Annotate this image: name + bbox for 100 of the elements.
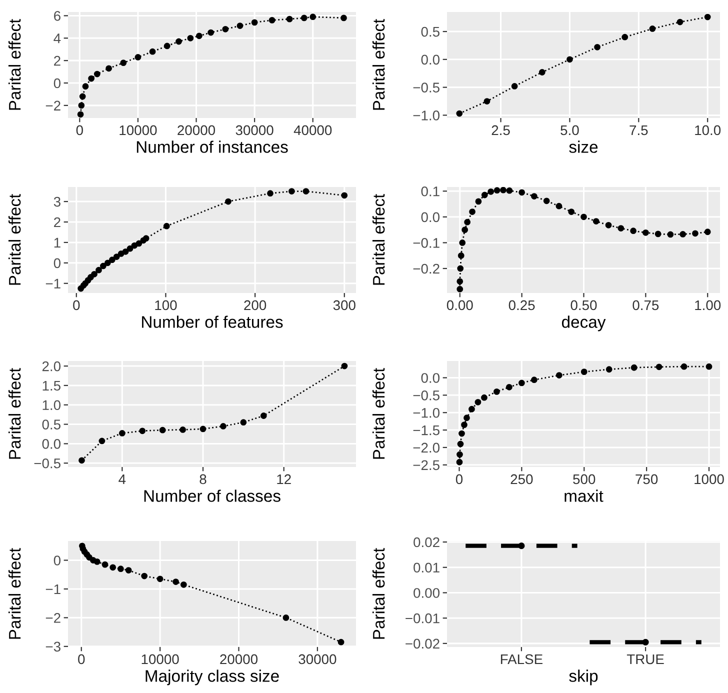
- x-tick-label: 30000: [236, 125, 274, 136]
- y-tick-label: −1.5: [413, 426, 440, 436]
- point: [180, 426, 186, 433]
- y-tick-label: −3: [46, 642, 60, 652]
- point: [222, 26, 229, 32]
- point: [704, 228, 711, 236]
- y-axis-title: Parital effect: [8, 194, 21, 285]
- point: [500, 187, 506, 194]
- y-tick-label: −0.02: [406, 638, 440, 649]
- y-tick-label: 0.1: [421, 186, 440, 196]
- x-tick-label: 300: [333, 300, 356, 310]
- point: [469, 208, 476, 215]
- point: [260, 412, 267, 419]
- y-tick-label: −2: [46, 100, 60, 110]
- x-tick-label: 0.75: [632, 300, 659, 310]
- point: [494, 388, 500, 395]
- point: [251, 19, 258, 26]
- y-tick-label: 2: [54, 56, 60, 66]
- x-tick-label: 250: [510, 474, 533, 484]
- point: [156, 576, 164, 582]
- x-tick-label: 20000: [220, 654, 258, 664]
- x-tick-label: 0.00: [446, 300, 473, 310]
- point: [172, 578, 179, 585]
- point: [580, 368, 588, 376]
- y-tick-label: 1: [54, 238, 60, 248]
- y-axis-title: Parital effect: [8, 548, 21, 639]
- point: [176, 38, 182, 45]
- point: [488, 188, 494, 195]
- y-tick-label: 6: [54, 11, 60, 21]
- point: [464, 414, 470, 422]
- x-tick-label: 8: [200, 474, 206, 484]
- point: [506, 384, 512, 390]
- point: [618, 225, 624, 232]
- y-tick-label: 0.0: [42, 439, 61, 449]
- point: [187, 34, 194, 42]
- point: [680, 231, 686, 238]
- x-tick-label: 500: [573, 474, 596, 484]
- point: [556, 202, 562, 210]
- point: [136, 240, 142, 247]
- x-tick-label: FALSE: [500, 654, 542, 664]
- point: [77, 111, 84, 118]
- x-tick-label: 2.5: [492, 125, 510, 136]
- point: [118, 566, 124, 572]
- point: [566, 56, 573, 63]
- y-tick-label: 0.0: [421, 54, 440, 65]
- point: [282, 614, 290, 621]
- point: [494, 187, 500, 194]
- point: [474, 398, 482, 406]
- point: [630, 228, 636, 234]
- point: [196, 32, 202, 40]
- y-tick-label: −1: [46, 278, 60, 288]
- point: [300, 14, 308, 22]
- y-tick-label: 0.0: [421, 212, 440, 222]
- point: [78, 457, 85, 464]
- point: [126, 245, 134, 252]
- point: [341, 192, 348, 199]
- point: [506, 187, 513, 194]
- y-tick-label: 0: [54, 258, 61, 268]
- point: [457, 265, 464, 272]
- point: [461, 422, 468, 428]
- point: [530, 376, 538, 384]
- point: [556, 372, 562, 378]
- x-tick-label: 5.0: [560, 125, 579, 136]
- x-tick-label: 1.00: [695, 300, 721, 310]
- point: [100, 262, 106, 270]
- point: [340, 14, 347, 22]
- x-tick-label: 30000: [298, 654, 336, 664]
- point: [481, 394, 488, 401]
- point: [134, 54, 142, 60]
- y-axis-title: Parital effect: [372, 194, 385, 285]
- x-tick-label: 10000: [142, 654, 179, 664]
- y-tick-label: 1.5: [42, 380, 60, 391]
- point: [462, 226, 468, 234]
- point: [108, 256, 116, 264]
- x-tick-label: 40000: [294, 125, 332, 136]
- point: [164, 42, 170, 50]
- point: [630, 364, 638, 371]
- point: [208, 29, 214, 36]
- point: [667, 231, 674, 238]
- point: [94, 70, 100, 78]
- point: [91, 270, 98, 278]
- point: [456, 110, 463, 117]
- point: [568, 208, 575, 215]
- x-axis-title: Number of features: [142, 316, 283, 328]
- x-tick-label: 0: [76, 125, 83, 136]
- point: [125, 567, 132, 574]
- y-tick-label: 0.02: [414, 537, 440, 548]
- point: [341, 362, 348, 370]
- point: [654, 230, 662, 238]
- point: [459, 240, 466, 246]
- y-tick-label: −2.0: [413, 442, 440, 453]
- y-axis-title: Parital effect: [372, 18, 385, 110]
- point: [96, 266, 102, 274]
- point: [468, 406, 475, 412]
- x-tick-label: 0: [456, 474, 463, 484]
- y-tick-label: −0.5: [413, 82, 440, 92]
- y-tick-label: −1: [46, 584, 60, 594]
- y-tick-label: 0.01: [414, 562, 440, 573]
- y-tick-label: 0: [54, 556, 61, 566]
- point: [594, 44, 600, 50]
